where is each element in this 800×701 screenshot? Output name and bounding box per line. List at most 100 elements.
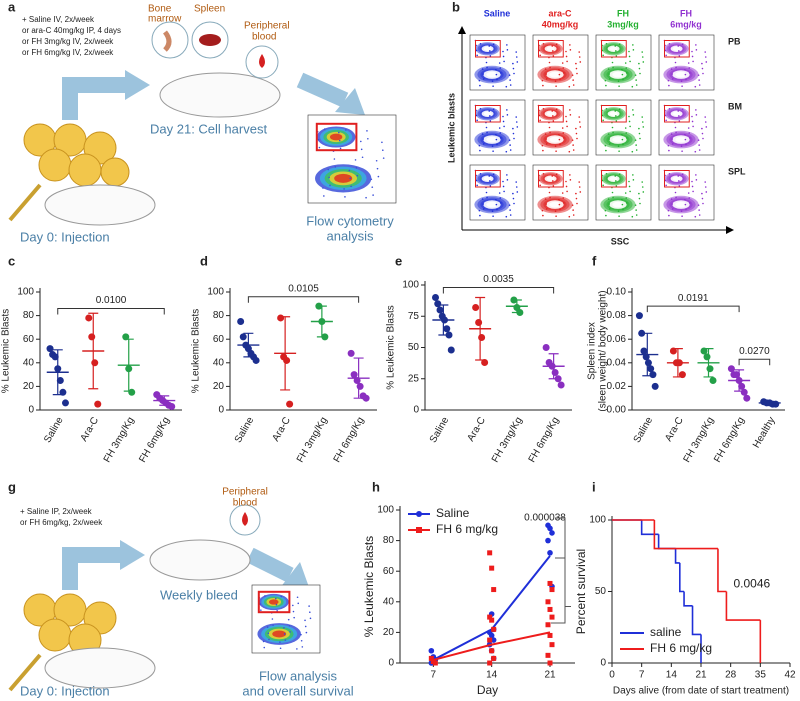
y-axis-label: % Leukemic Blasts	[362, 536, 376, 637]
event	[309, 611, 311, 613]
event	[486, 131, 488, 134]
event	[515, 51, 517, 53]
event	[506, 114, 509, 116]
x-tick-label: 0	[609, 670, 615, 681]
event	[499, 197, 502, 199]
event	[268, 638, 270, 641]
point	[447, 346, 455, 354]
point	[61, 399, 69, 407]
event	[665, 54, 667, 57]
event	[479, 214, 481, 217]
event	[509, 84, 512, 86]
point	[545, 537, 551, 544]
event	[491, 80, 494, 82]
event	[538, 179, 541, 182]
point	[547, 580, 553, 586]
event	[509, 209, 511, 211]
bracket	[646, 305, 740, 313]
y-tick-label: 0	[28, 405, 34, 416]
event	[701, 132, 704, 135]
event	[680, 210, 683, 212]
event	[562, 67, 565, 69]
point	[642, 353, 650, 361]
event	[491, 210, 494, 212]
event	[664, 114, 667, 117]
event	[701, 192, 703, 195]
point	[549, 614, 555, 620]
event	[625, 197, 628, 199]
event	[552, 50, 554, 52]
p-value: 0.0046	[734, 577, 771, 591]
event	[371, 186, 374, 188]
event	[575, 192, 577, 195]
event	[601, 49, 604, 52]
event	[665, 184, 667, 187]
event	[492, 215, 494, 217]
y-axis-label: Percent survival	[574, 549, 588, 634]
y-axis-label: % Leukemic Blasts	[191, 309, 202, 393]
event	[618, 85, 620, 87]
cells	[23, 123, 130, 187]
flow-label: and overall survival	[242, 683, 353, 698]
event	[568, 85, 571, 88]
event	[674, 191, 677, 194]
event	[558, 133, 560, 136]
event	[702, 202, 704, 205]
event	[561, 127, 564, 129]
event	[638, 67, 641, 70]
event	[638, 127, 640, 130]
event	[624, 62, 627, 64]
event	[538, 49, 541, 52]
event	[602, 119, 604, 122]
panel-g: + Saline IP, 2x/week or FH 6mg/kg, 2x/we…	[8, 487, 354, 698]
point	[489, 648, 495, 654]
event	[670, 133, 673, 135]
event	[356, 174, 359, 177]
event	[375, 159, 378, 162]
event	[621, 73, 624, 76]
event	[304, 625, 307, 628]
event	[601, 179, 604, 182]
syringe	[8, 183, 42, 222]
event	[482, 143, 485, 145]
event	[558, 198, 560, 201]
event	[538, 114, 541, 117]
gate	[601, 105, 627, 123]
event	[634, 139, 637, 141]
event	[689, 72, 691, 74]
event	[554, 210, 557, 212]
panel-label: c	[8, 253, 15, 268]
event	[704, 56, 707, 58]
point	[434, 300, 442, 308]
event	[635, 149, 638, 151]
event	[551, 110, 554, 112]
point	[547, 606, 553, 612]
row-label: PB	[728, 36, 741, 46]
point	[487, 637, 493, 643]
event	[695, 179, 698, 181]
gate	[538, 40, 564, 58]
y-tick-label: 100	[377, 505, 394, 516]
event	[621, 138, 624, 141]
event	[506, 44, 508, 46]
x-tick-label: 7	[431, 670, 437, 681]
event	[551, 175, 554, 177]
event	[635, 144, 637, 146]
event	[322, 187, 324, 189]
x-tick-label: 28	[725, 670, 737, 681]
point	[510, 296, 518, 304]
bracket	[57, 308, 165, 315]
event	[552, 55, 555, 57]
gate	[475, 170, 501, 188]
density	[549, 71, 561, 78]
event	[513, 72, 515, 75]
event	[665, 119, 667, 122]
event	[503, 60, 505, 63]
event	[309, 617, 312, 620]
event	[552, 115, 554, 117]
density	[272, 630, 287, 638]
event	[264, 595, 266, 597]
event	[671, 78, 674, 80]
event	[572, 214, 575, 216]
event	[512, 62, 514, 65]
